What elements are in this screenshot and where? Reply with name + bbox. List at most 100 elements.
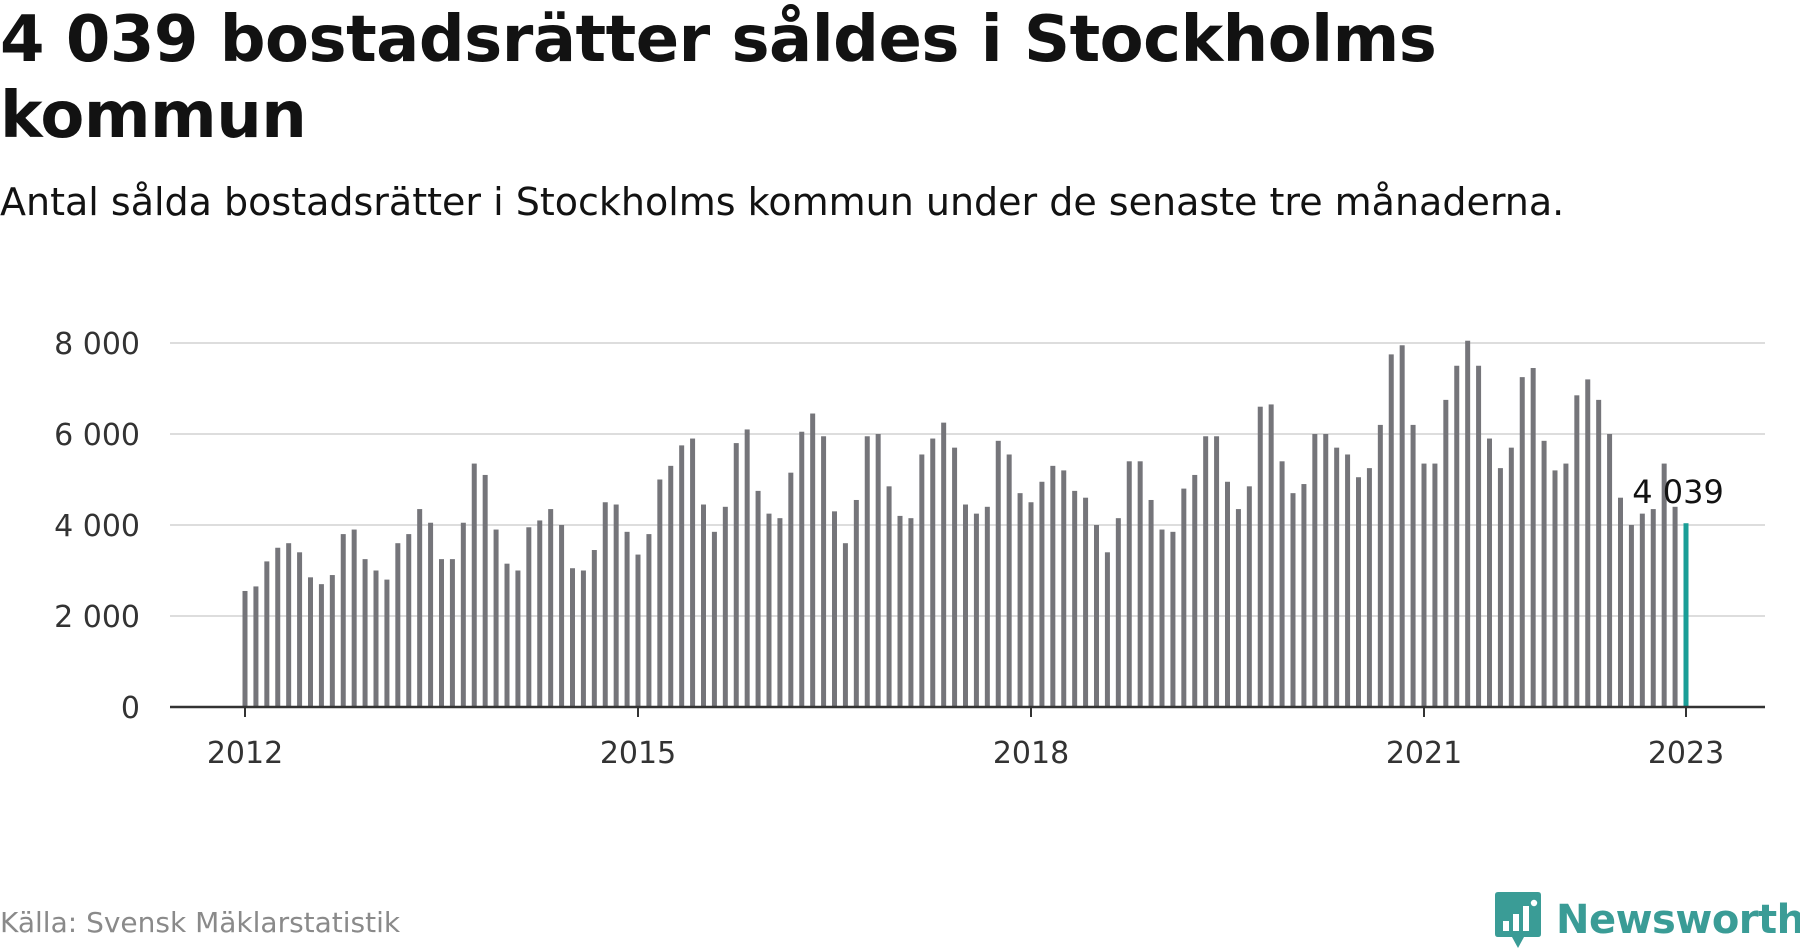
brand-name: Newsworthy: [1556, 897, 1800, 943]
bar: [1585, 379, 1591, 707]
bar: [635, 554, 641, 707]
bar: [362, 559, 368, 708]
x-tick-label: 2015: [600, 736, 676, 771]
bar: [460, 522, 466, 707]
bar: [1465, 340, 1471, 707]
bar: [406, 534, 412, 707]
bar: [242, 590, 248, 707]
bar: [963, 504, 968, 707]
bar: [810, 413, 816, 707]
bar: [886, 486, 892, 707]
bar: [264, 561, 270, 707]
bar: [657, 479, 663, 707]
x-tick-label: 2021: [1386, 736, 1462, 771]
bar: [1104, 552, 1110, 707]
bar: [1530, 368, 1536, 707]
bar: [1497, 468, 1503, 708]
bar: [1268, 404, 1274, 707]
bar: [1432, 463, 1438, 707]
chart-subtitle: Antal sålda bostadsrätter i Stockholms k…: [0, 180, 1565, 224]
bar: [1192, 474, 1198, 707]
bar: [1661, 463, 1667, 707]
bar: [548, 509, 554, 707]
bar: [373, 570, 379, 707]
bar: [1650, 509, 1656, 707]
source-note: Källa: Svensk Mäklarstatistik: [0, 906, 401, 939]
chart-title: 4 039 bostadsrätter såldes i Stockholms …: [0, 3, 1437, 153]
bar: [580, 570, 586, 707]
bar: [1246, 486, 1252, 707]
bar: [1203, 436, 1209, 707]
bar: [1672, 506, 1678, 707]
bar: [1628, 525, 1634, 707]
bar: [1574, 395, 1580, 707]
bar: [1214, 436, 1220, 707]
bar: [515, 570, 521, 707]
bar: [1356, 477, 1361, 707]
bar: [253, 586, 259, 707]
x-tick-label: 2012: [207, 736, 283, 771]
bar: [297, 552, 303, 707]
bar: [1377, 424, 1383, 707]
bar: [1508, 447, 1514, 707]
y-tick-label: 4 000: [54, 509, 140, 544]
bar: [493, 529, 499, 707]
bar: [744, 429, 750, 707]
bar: [690, 438, 696, 707]
y-axis-ticks: 0 2 000 4 000 6 000 8 000: [54, 327, 140, 726]
bar: [591, 550, 597, 707]
bar: [842, 543, 848, 707]
bar: [1487, 438, 1492, 707]
bar: [853, 499, 859, 707]
bar: [613, 504, 619, 707]
bar: [449, 559, 455, 708]
bar: [1017, 493, 1023, 707]
x-tick-label: 2023: [1648, 736, 1724, 771]
bar: [1476, 365, 1482, 707]
bar: [384, 579, 390, 707]
bar: [351, 529, 357, 707]
y-tick-label: 2 000: [54, 600, 140, 635]
bar: [919, 454, 925, 707]
bar: [1006, 454, 1012, 707]
bar: [1596, 399, 1602, 708]
bar: [1519, 377, 1525, 708]
bar: [799, 431, 805, 707]
bar: [602, 502, 608, 707]
bar: [668, 465, 674, 707]
bar: [1410, 424, 1416, 707]
bar: [995, 440, 1001, 707]
bar: [275, 547, 281, 707]
bar: [875, 434, 881, 707]
bar: [788, 472, 794, 707]
highlight-value-label: 4 039: [1632, 473, 1724, 511]
bar: [1443, 399, 1449, 708]
bar: [439, 559, 444, 708]
bar: [308, 577, 313, 707]
bar: [646, 534, 652, 707]
bar: [1639, 513, 1645, 708]
bar: [1181, 488, 1187, 707]
y-tick-label: 8 000: [54, 327, 140, 362]
bar: [1541, 440, 1547, 707]
bar: [1170, 531, 1176, 707]
x-tick-label: 2018: [993, 736, 1069, 771]
bar: [908, 518, 914, 707]
bar: [482, 474, 488, 707]
bar: [1607, 434, 1613, 707]
bar: [1225, 481, 1230, 707]
bar: [471, 463, 477, 707]
bar: [1399, 345, 1405, 707]
bar: [1323, 434, 1329, 707]
bar: [1301, 484, 1307, 707]
x-axis-ticks: 2012 2015 2018 2021 2023: [207, 707, 1724, 771]
bar: [1083, 497, 1089, 707]
bar-highlight: [1683, 523, 1689, 707]
bar: [1366, 468, 1372, 708]
bar: [286, 543, 292, 707]
bar: [1137, 461, 1143, 707]
bar: [777, 518, 783, 707]
bar: [526, 527, 532, 707]
bar: [1028, 502, 1034, 707]
